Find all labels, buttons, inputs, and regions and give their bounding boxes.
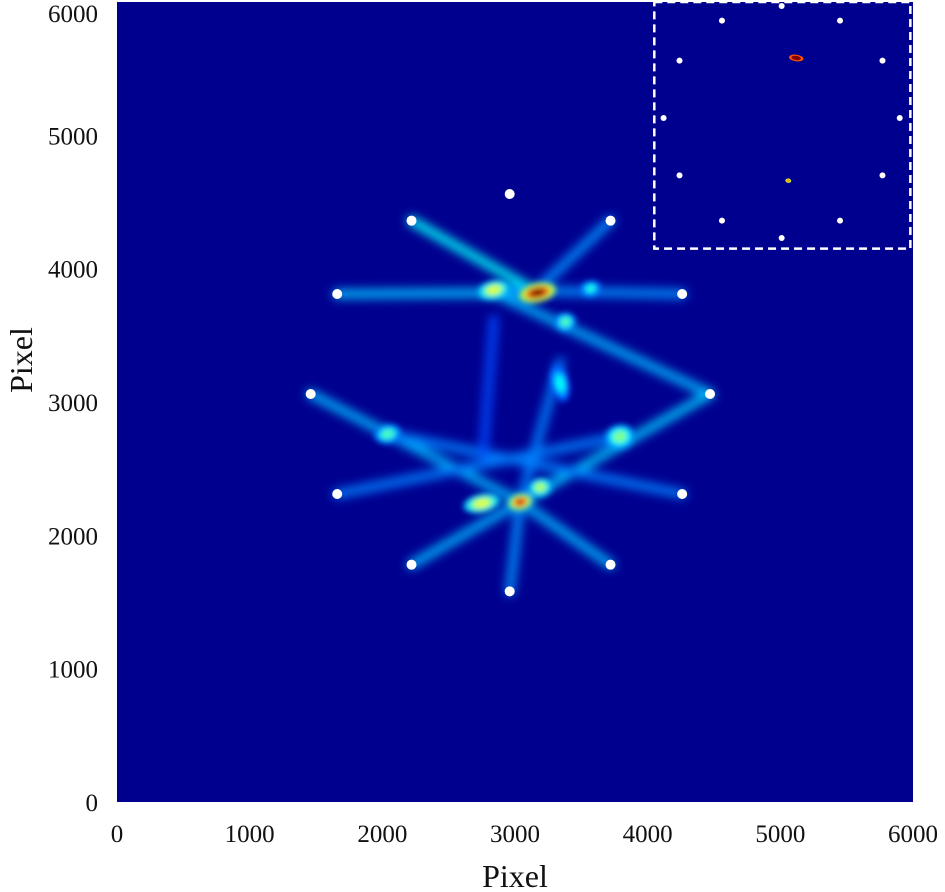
intensity-streak xyxy=(478,314,499,460)
x-tick-label: 4000 xyxy=(623,821,673,848)
inset-peak xyxy=(791,55,801,61)
source-marker xyxy=(705,389,716,399)
x-tick-label: 5000 xyxy=(755,821,805,848)
y-tick-label: 3000 xyxy=(48,390,98,417)
intensity-peak xyxy=(555,375,565,392)
intensity-streak xyxy=(505,497,525,596)
axis-ticks: 0 1000 2000 3000 4000 5000 6000 0 1000 2000 3000 40… xyxy=(48,1,938,848)
heatmap-background xyxy=(117,2,913,802)
inset-marker xyxy=(718,217,725,224)
x-tick-label: 2000 xyxy=(357,821,407,848)
intensity-streak xyxy=(407,216,543,298)
intensity-peak xyxy=(613,431,627,443)
intensity-streak xyxy=(515,497,616,570)
intensity-peak xyxy=(534,483,546,492)
source-marker xyxy=(406,215,417,226)
x-axis-label: Pixel xyxy=(482,858,548,892)
y-tick-label: 5000 xyxy=(48,123,98,150)
inset xyxy=(653,0,912,250)
inset-marker xyxy=(778,3,785,9)
inset-marker xyxy=(660,115,667,121)
intensity-peak xyxy=(529,288,546,298)
intensity-streak xyxy=(332,432,625,499)
intensity-peak xyxy=(514,498,526,506)
x-tick-label: 0 xyxy=(111,821,124,848)
inset-marker xyxy=(778,235,785,241)
inset-marker xyxy=(676,57,683,64)
peak-group xyxy=(374,280,635,514)
y-tick-label: 1000 xyxy=(48,657,98,684)
y-tick-label: 4000 xyxy=(48,257,98,284)
source-marker xyxy=(605,559,616,570)
intensity-streak xyxy=(407,497,525,570)
source-markers xyxy=(305,189,716,597)
y-tick-label: 0 xyxy=(86,790,99,817)
y-tick-label: 2000 xyxy=(48,523,98,550)
y-axis-label: Pixel xyxy=(3,327,39,393)
source-marker xyxy=(332,489,343,499)
source-marker xyxy=(504,586,515,597)
inset-marker xyxy=(879,172,886,179)
source-marker xyxy=(305,389,316,399)
source-marker xyxy=(677,289,688,299)
inset-marker xyxy=(837,17,844,24)
intensity-peak xyxy=(381,429,394,439)
inset-border xyxy=(653,0,912,250)
inset-marker xyxy=(837,217,844,224)
x-tick-label: 6000 xyxy=(888,821,938,848)
intensity-streak xyxy=(489,288,715,399)
inset-marker xyxy=(879,57,886,64)
inset-peak xyxy=(786,179,791,183)
source-marker xyxy=(605,215,616,226)
intensity-peak xyxy=(585,285,596,293)
y-tick-label: 6000 xyxy=(48,1,98,28)
heatmap-layer xyxy=(306,216,715,596)
intensity-peak xyxy=(486,285,501,295)
inset-marker xyxy=(896,115,903,121)
x-tick-label: 1000 xyxy=(225,821,275,848)
intensity-peak xyxy=(560,317,571,327)
source-marker xyxy=(677,489,688,499)
intensity-streak xyxy=(306,389,525,507)
source-marker xyxy=(332,289,343,299)
inset-marker xyxy=(718,17,725,24)
source-marker xyxy=(406,559,417,570)
x-tick-label: 3000 xyxy=(490,821,540,848)
intensity-peak xyxy=(473,498,491,508)
inset-marker xyxy=(676,172,683,179)
source-marker xyxy=(504,189,515,199)
